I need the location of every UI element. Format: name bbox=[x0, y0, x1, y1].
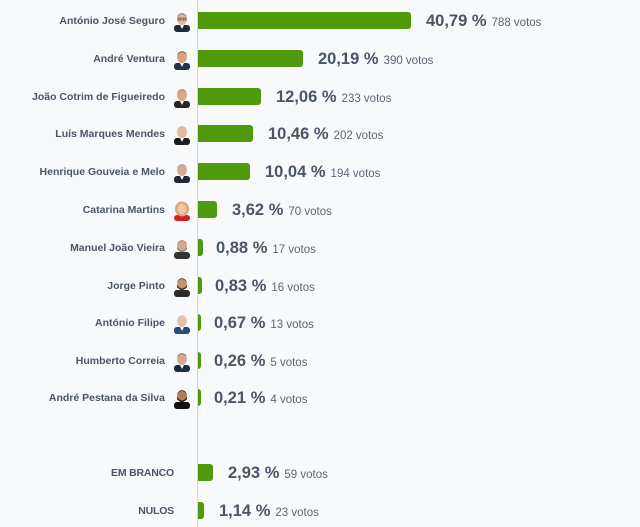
votes-count: 70 votos bbox=[288, 206, 332, 218]
candidate-name: João Cotrim de Figueiredo bbox=[31, 91, 165, 103]
avatar-man-icon bbox=[172, 86, 192, 108]
avatar-man-icon bbox=[172, 48, 192, 70]
result-bar bbox=[198, 389, 201, 406]
result-label: 0,83 % 16 votos bbox=[215, 274, 315, 298]
candidate-row: André Ventura 20,19 % 390 votos bbox=[0, 47, 640, 71]
candidate-name: António José Seguro bbox=[59, 15, 165, 27]
result-label: 1,14 % 23 votos bbox=[219, 499, 319, 523]
candidate-name: André Ventura bbox=[93, 53, 165, 65]
result-label: 0,88 % 17 votos bbox=[216, 236, 316, 260]
avatar-man-beard-icon bbox=[172, 237, 192, 259]
votes-count: 194 votos bbox=[330, 168, 381, 180]
result-bar bbox=[198, 12, 411, 29]
avatar-woman-icon bbox=[172, 199, 192, 221]
candidate-row: André Pestana da Silva 0,21 % 4 votos bbox=[0, 386, 640, 410]
candidate-row: António José Seguro 40,79 % 788 votos bbox=[0, 9, 640, 33]
result-label: 10,46 % 202 votos bbox=[268, 122, 383, 146]
votes-count: 788 votos bbox=[491, 17, 542, 29]
chart-axis-line bbox=[197, 0, 198, 527]
result-label: 10,04 % 194 votos bbox=[265, 160, 380, 184]
candidate-name: António Filipe bbox=[95, 317, 165, 329]
votes-count: 16 votos bbox=[271, 282, 315, 294]
votes-count: 4 votos bbox=[270, 394, 308, 406]
candidate-name: Henrique Gouveia e Melo bbox=[39, 166, 165, 178]
result-bar bbox=[198, 502, 204, 519]
candidate-row: Manuel João Vieira 0,88 % 17 votos bbox=[0, 236, 640, 260]
votes-count: 202 votos bbox=[333, 130, 384, 142]
avatar-man-beard-icon bbox=[172, 275, 192, 297]
result-bar bbox=[198, 163, 250, 180]
percent-value: 0,88 % bbox=[216, 239, 268, 257]
candidate-row: Luís Marques Mendes 10,46 % 202 votos bbox=[0, 122, 640, 146]
avatar-man-icon bbox=[172, 350, 192, 372]
votes-count: 13 votos bbox=[270, 319, 314, 331]
votes-count: 5 votos bbox=[270, 357, 308, 369]
result-label: 0,26 % 5 votos bbox=[214, 349, 307, 373]
result-label: 0,67 % 13 votos bbox=[214, 311, 314, 335]
percent-value: 0,83 % bbox=[215, 277, 267, 295]
avatar-man-icon bbox=[172, 161, 192, 183]
result-label: 20,19 % 390 votos bbox=[318, 47, 433, 71]
percent-value: 12,06 % bbox=[276, 88, 337, 106]
votes-count: 233 votos bbox=[341, 93, 392, 105]
result-bar bbox=[198, 464, 213, 481]
result-label: 40,79 % 788 votos bbox=[426, 9, 541, 33]
null-votes-label: NULOS bbox=[138, 505, 174, 517]
null-votes-row: NULOS 1,14 % 23 votos bbox=[0, 499, 640, 523]
percent-value: 0,67 % bbox=[214, 314, 266, 332]
percent-value: 3,62 % bbox=[232, 201, 284, 219]
result-label: 3,62 % 70 votos bbox=[232, 198, 332, 222]
result-bar bbox=[198, 277, 202, 294]
percent-value: 10,04 % bbox=[265, 163, 326, 181]
percent-value: 0,26 % bbox=[214, 352, 266, 370]
percent-value: 20,19 % bbox=[318, 50, 379, 68]
percent-value: 1,14 % bbox=[219, 502, 271, 520]
blank-votes-row: EM BRANCO 2,93 % 59 votos bbox=[0, 461, 640, 485]
result-bar bbox=[198, 314, 201, 331]
candidate-name: Humberto Correia bbox=[75, 355, 165, 367]
candidate-name: Luís Marques Mendes bbox=[55, 128, 165, 140]
candidate-name: Jorge Pinto bbox=[107, 280, 165, 292]
candidate-row: Jorge Pinto 0,83 % 16 votos bbox=[0, 274, 640, 298]
percent-value: 40,79 % bbox=[426, 12, 487, 30]
candidate-row: António Filipe 0,67 % 13 votos bbox=[0, 311, 640, 335]
candidate-row: João Cotrim de Figueiredo 12,06 % 233 vot… bbox=[0, 85, 640, 109]
result-bar bbox=[198, 50, 303, 67]
candidate-name: André Pestana da Silva bbox=[48, 392, 165, 404]
avatar-man-beard-icon bbox=[172, 387, 192, 409]
votes-count: 17 votos bbox=[272, 244, 316, 256]
result-label: 0,21 % 4 votos bbox=[214, 386, 307, 410]
candidate-row: Humberto Correia 0,26 % 5 votos bbox=[0, 349, 640, 373]
blank-votes-label: EM BRANCO bbox=[111, 467, 174, 479]
votes-count: 390 votos bbox=[383, 55, 434, 67]
votes-count: 23 votos bbox=[275, 507, 319, 519]
result-bar bbox=[198, 239, 203, 256]
votes-count: 59 votos bbox=[284, 469, 328, 481]
result-bar bbox=[198, 88, 261, 105]
percent-value: 2,93 % bbox=[228, 464, 280, 482]
result-bar bbox=[198, 201, 217, 218]
candidate-row: Catarina Martins 3,62 % 70 votos bbox=[0, 198, 640, 222]
result-label: 12,06 % 233 votos bbox=[276, 85, 391, 109]
avatar-man-icon bbox=[172, 123, 192, 145]
avatar-man-icon bbox=[172, 312, 192, 334]
percent-value: 0,21 % bbox=[214, 389, 266, 407]
avatar-man-glasses-icon bbox=[172, 10, 192, 32]
candidate-row: Henrique Gouveia e Melo 10,04 % 194 votos bbox=[0, 160, 640, 184]
result-bar bbox=[198, 352, 201, 369]
result-label: 2,93 % 59 votos bbox=[228, 461, 328, 485]
percent-value: 10,46 % bbox=[268, 125, 329, 143]
result-bar bbox=[198, 125, 253, 142]
candidate-name: Catarina Martins bbox=[82, 204, 165, 216]
candidate-name: Manuel João Vieira bbox=[70, 242, 165, 254]
